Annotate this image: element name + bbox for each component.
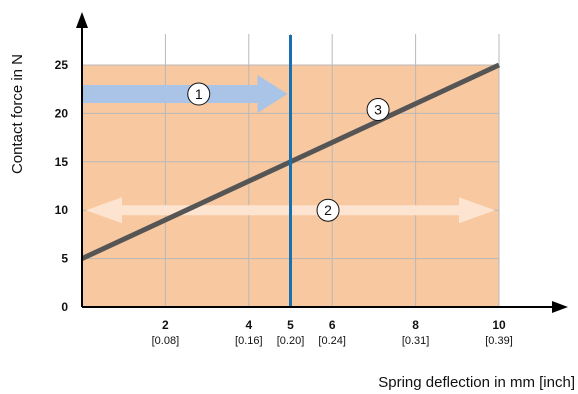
x-tick-label: 6 (329, 318, 336, 332)
y-tick-label: 5 (61, 252, 68, 266)
callout-circle-3 (366, 98, 390, 122)
callout-label-2: 2 (324, 202, 332, 218)
y-axis-label: Contact force in N (9, 54, 26, 174)
x-tick-sublabel: [0.20] (277, 335, 305, 347)
y-tick-label: 25 (55, 58, 69, 72)
x-tick-label: 5 (287, 318, 294, 332)
x-tick-sublabel: [0.39] (485, 335, 513, 347)
x-axis-arrowhead (552, 301, 568, 313)
x-tick-label: 8 (412, 318, 419, 332)
callout-circle-1 (187, 82, 211, 106)
text-layer: 0 5 10 15 20 25 2 [0.08] 4 [0.16] 5 [0.20] 6 [0.24] 8 [… (55, 58, 513, 347)
x-tick-sublabel: [0.24] (318, 335, 346, 347)
x-tick-sublabel: [0.16] (235, 335, 263, 347)
y-tick-label: 15 (55, 155, 69, 169)
line-layer (80, 35, 501, 307)
callout-label-3: 3 (374, 102, 382, 118)
x-axis-label: Spring deflection in mm [inch] (378, 374, 575, 391)
callout-label-1: 1 (195, 86, 203, 102)
arrow-1 (82, 75, 288, 114)
y-tick-label: 10 (55, 203, 69, 217)
callout-circle-2 (316, 198, 340, 222)
x-tick-label: 2 (162, 318, 169, 332)
axes-layer (76, 12, 568, 313)
y-axis-arrowhead (76, 12, 88, 28)
y-tick-label: 0 (61, 300, 68, 314)
x-tick-label: 4 (245, 318, 252, 332)
x-tick-sublabel: [0.31] (402, 335, 430, 347)
x-tick-label: 10 (492, 318, 506, 332)
y-tick-label: 20 (55, 106, 69, 120)
x-tick-sublabel: [0.08] (152, 335, 180, 347)
